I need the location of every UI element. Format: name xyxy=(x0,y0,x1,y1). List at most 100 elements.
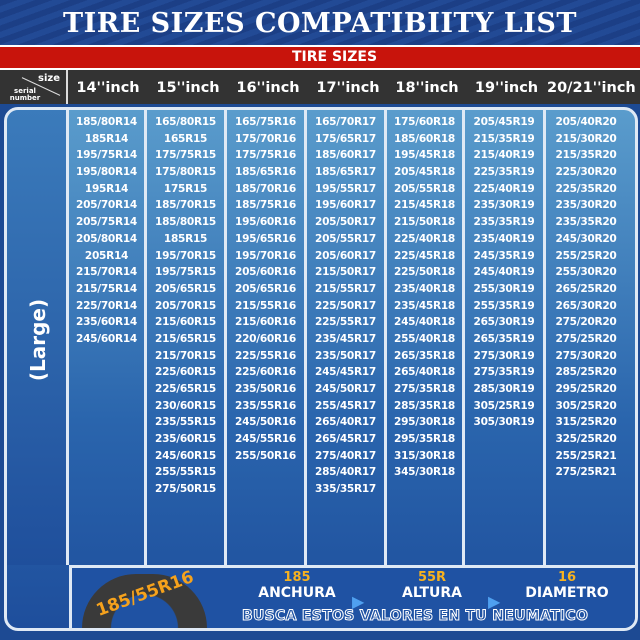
size-column: 165/75R16 175/70R16 175/75R16 185/65R16 185/… xyxy=(227,110,307,565)
width-label: ANCHURA xyxy=(258,585,336,601)
tire-size-item: 225/35R19 xyxy=(473,166,535,179)
tire-size-item: 215/65R15 xyxy=(155,332,216,345)
tire-size-item: 215/60R15 xyxy=(155,316,216,329)
column-header: 17''inch xyxy=(316,80,380,96)
tire-size-item: 195/60R16 xyxy=(235,216,296,229)
tire-size-item: 275/35R18 xyxy=(394,383,455,395)
tire-size-item: 235/30R20 xyxy=(555,199,617,212)
tire-size-item: 205/65R15 xyxy=(155,282,216,295)
tire-size-item: 265/45R17 xyxy=(315,433,376,446)
tire-size-item: 255/45R17 xyxy=(315,399,376,412)
tire-size-item: 215/50R18 xyxy=(394,216,455,229)
tire-size-item: 225/40R19 xyxy=(473,182,535,195)
tire-size-item: 205/65R16 xyxy=(235,282,296,295)
tire-size-item: 215/55R16 xyxy=(235,299,296,312)
column-header: 16''inch xyxy=(236,80,300,96)
tire-size-item: 245/55R16 xyxy=(235,433,296,446)
tire-size-item: 265/30R20 xyxy=(555,299,617,312)
tire-size-item: 205/60R17 xyxy=(315,249,376,262)
tire-size-item: 245/35R19 xyxy=(473,249,535,262)
tire-size-item: 205/50R17 xyxy=(315,216,376,229)
tire-size-item: 225/40R18 xyxy=(394,232,455,245)
tire-size-item: 205/55R17 xyxy=(315,232,376,245)
tire-size-item: 215/70R15 xyxy=(155,349,216,362)
tire-size-item: 235/35R20 xyxy=(555,216,617,229)
width-legend: 185 ANCHURA xyxy=(242,570,352,601)
tire-size-item: 225/55R16 xyxy=(235,349,296,362)
tire-size-item: 175/80R15 xyxy=(155,166,216,179)
tire-size-item: 175/60R18 xyxy=(394,116,455,128)
tire-size-item: 165/70R17 xyxy=(315,116,376,128)
tire-size-item: 225/55R17 xyxy=(315,316,376,329)
size-column: 165/80R15 165R15 175/75R15 175/80R15 175R15 1… xyxy=(147,110,227,565)
tire-size-item: 185/70R15 xyxy=(155,199,216,212)
tire-size-item: 275/50R15 xyxy=(155,483,216,496)
column-header: 20/21''inch xyxy=(547,80,636,96)
tire-size-item: 195/55R17 xyxy=(315,182,376,195)
tire-size-item: 265/30R19 xyxy=(473,316,535,329)
tire-size-item: 245/40R18 xyxy=(394,316,455,329)
tire-size-item: 235/30R19 xyxy=(473,199,535,212)
tire-size-item: 235/45R17 xyxy=(315,332,376,345)
tire-size-item: 305/30R19 xyxy=(473,416,535,429)
tire-size-item: 165/75R16 xyxy=(235,116,296,128)
tire-size-item: 235/50R16 xyxy=(235,383,296,395)
size-column: 205/45R19 215/35R19 215/40R19 225/35R19 225/… xyxy=(465,110,546,565)
sizes-table: (Large) 185/80R14 185R14 195/75R14 195/80R1… xyxy=(4,107,638,631)
tire-size-item: 265/25R20 xyxy=(555,282,617,295)
tire-size-item: 305/25R20 xyxy=(555,399,617,412)
size-column: 185/80R14 185R14 195/75R14 195/80R14 195R14 2… xyxy=(69,110,147,565)
tire-size-item: 195/75R14 xyxy=(76,149,137,162)
tire-size-item: 235/60R15 xyxy=(155,433,216,446)
tire-size-item: 235/40R19 xyxy=(473,232,535,245)
tire-size-item: 205/45R18 xyxy=(394,166,455,179)
tire-size-item: 225/65R15 xyxy=(155,383,216,395)
tire-size-item: 255/50R16 xyxy=(235,449,296,462)
height-label: ALTURA xyxy=(402,585,462,601)
tire-size-item: 185/80R15 xyxy=(155,216,216,229)
tire-size-item: 275/35R19 xyxy=(473,366,535,379)
tire-size-item: 205/80R14 xyxy=(76,232,137,245)
tire-size-item: 215/55R17 xyxy=(315,282,376,295)
tire-size-item: 305/25R19 xyxy=(473,399,535,412)
diameter-legend: 16 DIAMETRO xyxy=(512,570,622,601)
tire-size-item: 275/25R21 xyxy=(555,466,617,479)
tire-size-item: 225/30R20 xyxy=(555,166,617,179)
column-header: 19''inch xyxy=(474,80,539,96)
instruction-text: BUSCA ESTOS VALORES EN TU NEUMATICO xyxy=(241,608,589,625)
tire-size-item: 185/70R16 xyxy=(235,182,296,195)
section-title: TIRE SIZES xyxy=(292,49,378,65)
category-label: (Large) xyxy=(26,298,50,382)
tire-size-item: 215/75R14 xyxy=(76,282,137,295)
tire-size-item: 195/75R15 xyxy=(155,266,216,279)
tire-size-item: 245/50R17 xyxy=(315,383,376,395)
column-headers: 14''inch 15''inch 16''inch 17''inch 18''inch… xyxy=(68,70,636,104)
tire-size-item: 235/50R17 xyxy=(315,349,376,362)
tire-size-item: 175/70R16 xyxy=(235,132,296,145)
serial-number-label: serial number xyxy=(9,87,41,102)
size-column: 175/60R18 185/60R18 195/45R18 205/45R18 205/… xyxy=(387,110,465,565)
column-header: 14''inch xyxy=(76,80,140,96)
size-column: 205/40R20 215/30R20 215/35R20 225/30R20 225/… xyxy=(546,110,626,565)
section-banner: TIRE SIZES xyxy=(0,45,640,70)
tire-size-item: 275/25R20 xyxy=(555,332,617,345)
tire-size-item: 230/60R15 xyxy=(155,399,216,412)
height-legend: 55R ALTURA xyxy=(382,570,482,601)
tire-size-item: 275/40R17 xyxy=(315,449,376,462)
category-column: (Large) xyxy=(7,110,69,565)
width-value: 185 xyxy=(283,570,311,585)
tire-size-item: 220/60R16 xyxy=(235,332,296,345)
tire-size-item: 205/70R14 xyxy=(76,199,137,212)
tire-size-item: 175R15 xyxy=(163,182,208,195)
tire-size-item: 225/45R18 xyxy=(394,249,455,262)
tire-size-item: 185/60R18 xyxy=(394,132,455,145)
tire-size-item: 275/20R20 xyxy=(555,316,617,329)
tire-size-item: 255/25R20 xyxy=(555,249,617,262)
tire-size-item: 205/40R20 xyxy=(555,116,617,128)
tire-size-item: 335/35R17 xyxy=(315,483,376,496)
tire-size-item: 245/45R17 xyxy=(315,366,376,379)
tire-size-item: 215/45R18 xyxy=(394,199,455,212)
tire-size-item: 195R14 xyxy=(84,182,129,195)
tire-size-item: 205/70R15 xyxy=(155,299,216,312)
tire-size-item: 225/35R20 xyxy=(555,182,617,195)
